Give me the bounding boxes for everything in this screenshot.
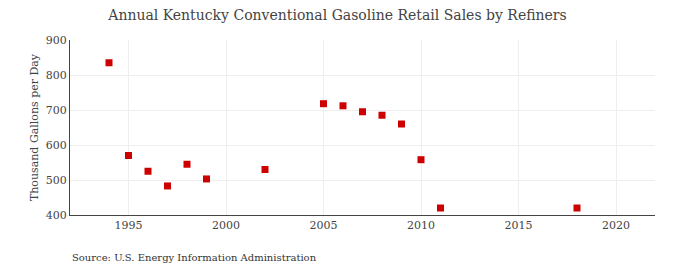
svg-text:2020: 2020 xyxy=(602,219,630,232)
svg-text:2005: 2005 xyxy=(310,219,338,232)
svg-text:2000: 2000 xyxy=(212,219,240,232)
svg-text:Source: U.S. Energy Informatio: Source: U.S. Energy Information Administ… xyxy=(72,252,317,263)
svg-text:1995: 1995 xyxy=(115,219,143,232)
svg-text:400: 400 xyxy=(46,209,67,222)
svg-text:800: 800 xyxy=(46,69,67,82)
svg-text:600: 600 xyxy=(46,139,67,152)
svg-text:900: 900 xyxy=(46,34,67,47)
svg-text:2015: 2015 xyxy=(505,219,533,232)
svg-text:700: 700 xyxy=(46,104,67,117)
svg-text:500: 500 xyxy=(46,174,67,187)
svg-text:Annual Kentucky Conventional G: Annual Kentucky Conventional Gasoline Re… xyxy=(107,7,566,23)
svg-text:2010: 2010 xyxy=(407,219,435,232)
svg-text:Thousand Gallons per Day: Thousand Gallons per Day xyxy=(28,53,41,201)
